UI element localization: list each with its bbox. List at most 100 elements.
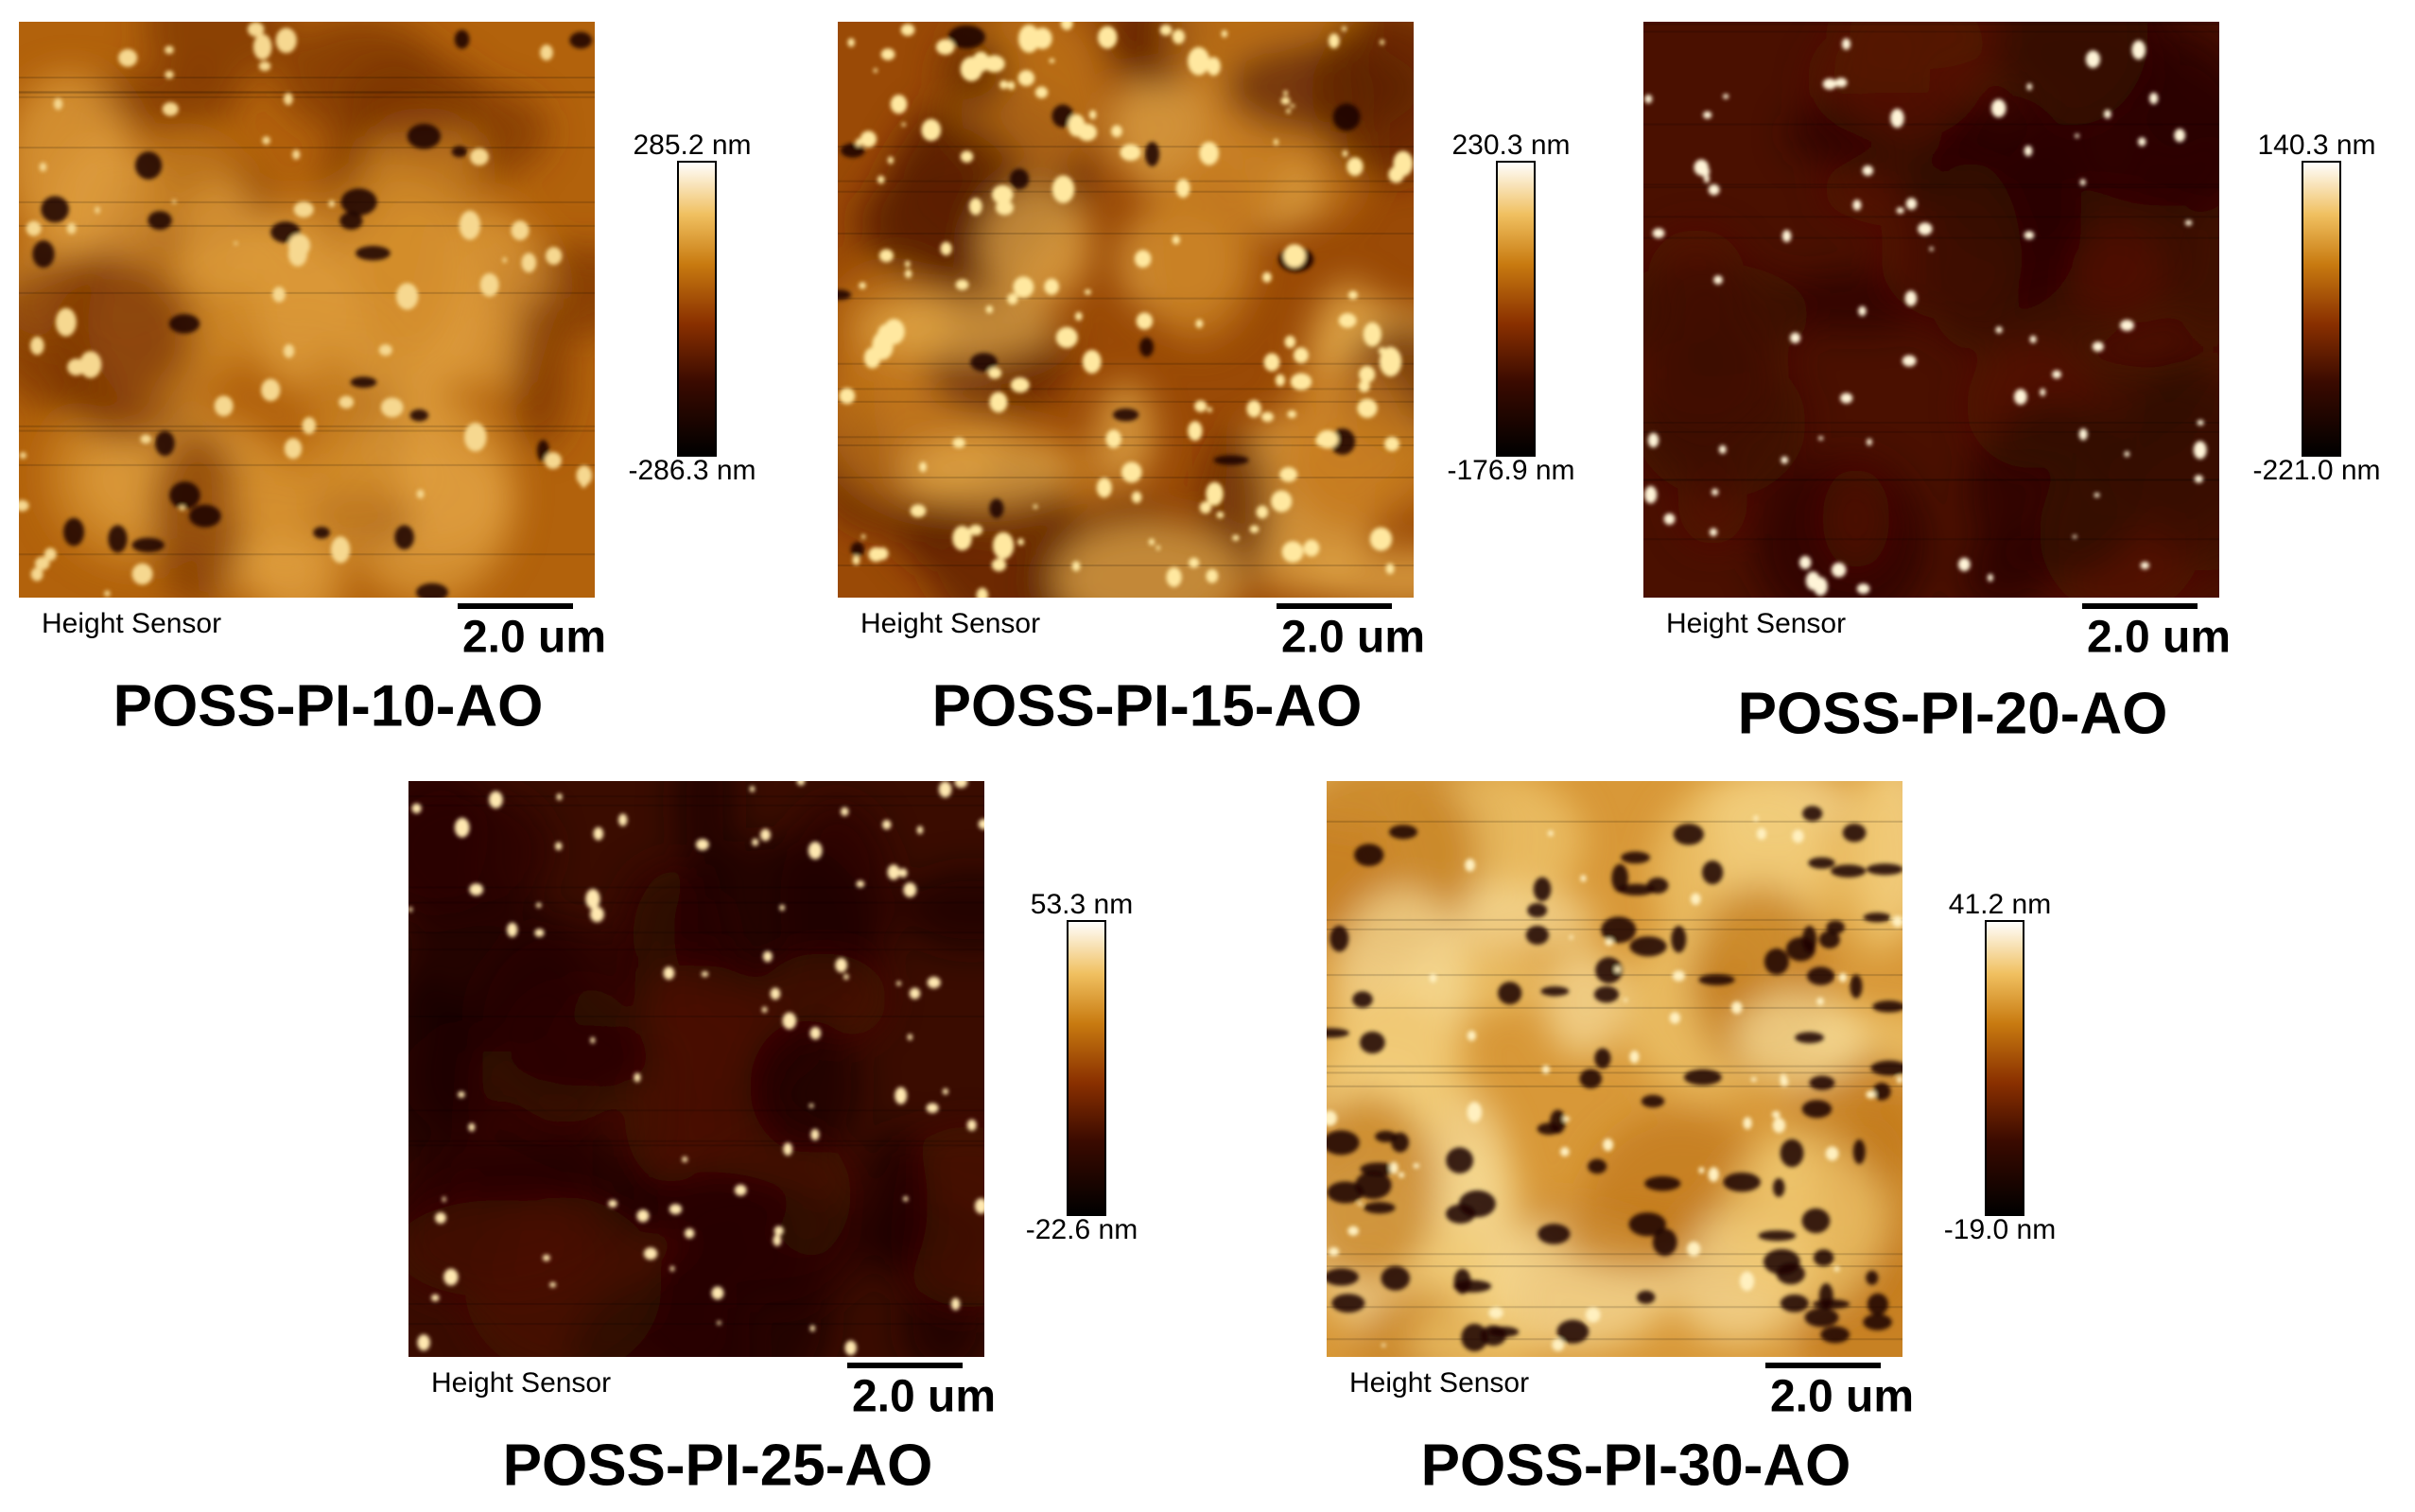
scale-max: 230.3 nm [1451, 130, 1570, 161]
particle [1756, 827, 1767, 841]
pit [155, 430, 175, 457]
particle [1465, 859, 1476, 872]
particle [895, 981, 902, 986]
particle [1929, 247, 1934, 252]
particle [762, 950, 773, 963]
particle [634, 1072, 641, 1083]
pit [1533, 877, 1552, 902]
particle [459, 210, 481, 240]
particle [968, 198, 982, 216]
particle [859, 282, 866, 289]
particle [1369, 527, 1393, 551]
particle [1902, 355, 1917, 367]
pit [1332, 103, 1361, 131]
pit [1327, 1130, 1360, 1156]
pit [454, 29, 470, 49]
particle [1905, 198, 1918, 210]
pit [1673, 824, 1704, 845]
particle [1995, 326, 2003, 334]
scale-max: 53.3 nm [1031, 889, 1133, 920]
particle [855, 138, 862, 147]
pit [1327, 1028, 1349, 1038]
texture-patch [255, 201, 333, 393]
particle [1347, 290, 1358, 300]
particle [287, 234, 311, 257]
particle [1357, 398, 1378, 418]
particle [34, 556, 50, 570]
pit [1652, 1228, 1677, 1257]
pit [1872, 1000, 1902, 1013]
particle [991, 184, 1014, 204]
particle [67, 358, 85, 376]
pit [1595, 957, 1623, 984]
pit [1498, 982, 1522, 1005]
texture-patch [860, 294, 1057, 360]
particle [960, 56, 982, 81]
particle [895, 1086, 908, 1104]
particle [1232, 534, 1240, 542]
particle [903, 882, 917, 897]
texture-patch [620, 866, 694, 976]
particle [1792, 829, 1804, 843]
pit [1802, 926, 1817, 953]
particle [1088, 110, 1097, 120]
particle [131, 563, 153, 585]
particle [1096, 478, 1112, 498]
particle [909, 987, 921, 999]
particle [695, 839, 709, 851]
particle [999, 79, 1009, 90]
panel-label: POSS-PI-15-AO [932, 673, 1363, 739]
particle [1275, 374, 1285, 387]
particle [1060, 22, 1073, 30]
particle [479, 272, 499, 297]
particle [1175, 179, 1190, 199]
afm-image [19, 22, 595, 598]
particle [443, 1268, 459, 1286]
pit [1461, 1323, 1488, 1352]
particle [1007, 293, 1018, 305]
pit [1594, 1048, 1611, 1069]
particle [1703, 174, 1711, 183]
pit [1780, 1138, 1804, 1168]
particle [1342, 149, 1348, 157]
pit [1329, 925, 1349, 952]
pit [1801, 1100, 1833, 1119]
afm-panel: 53.3 nm -22.6 nm Height Sensor 2.0 um POSS-P… [408, 781, 1138, 1498]
pit [63, 517, 85, 547]
particle [1121, 461, 1142, 483]
particle [910, 504, 927, 518]
particle [1034, 86, 1049, 98]
texture-patch [1643, 261, 1810, 369]
particle [1771, 1110, 1781, 1119]
particle [1206, 481, 1224, 506]
particle [779, 904, 785, 912]
particles [838, 22, 1414, 598]
texture-patch [143, 22, 292, 85]
particle [873, 68, 877, 73]
particle [935, 39, 955, 55]
particle [887, 864, 900, 880]
particle [1381, 1343, 1386, 1347]
pit [1852, 1138, 1866, 1165]
particle [1866, 1090, 1876, 1099]
particle [839, 388, 856, 405]
particle [1284, 335, 1296, 349]
pit [838, 289, 852, 301]
color-bar [1496, 161, 1536, 457]
scale-max: 41.2 nm [1949, 889, 2051, 920]
particle [43, 547, 57, 562]
pit [451, 146, 468, 158]
particle [411, 803, 422, 814]
pit [1051, 104, 1074, 128]
particle [1708, 1167, 1719, 1182]
pit [394, 525, 414, 550]
particle [987, 367, 1002, 379]
pit [1381, 1265, 1411, 1291]
particle [1287, 410, 1297, 419]
particle [1703, 111, 1712, 119]
texture-patch [1993, 22, 2149, 126]
pit [1556, 1319, 1590, 1344]
scale-min: -22.6 nm [1026, 1214, 1138, 1245]
particle [262, 136, 270, 145]
particle [165, 70, 174, 79]
